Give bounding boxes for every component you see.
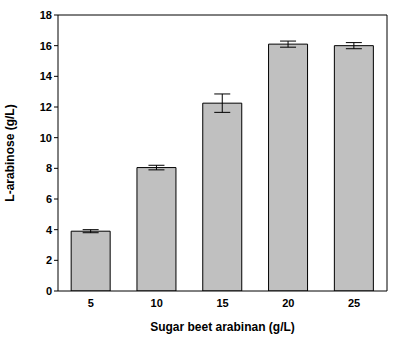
- svg-text:20: 20: [282, 297, 294, 309]
- svg-text:0: 0: [46, 285, 52, 297]
- svg-text:12: 12: [40, 101, 52, 113]
- svg-text:15: 15: [216, 297, 228, 309]
- svg-text:5: 5: [88, 297, 94, 309]
- svg-text:25: 25: [348, 297, 360, 309]
- svg-text:4: 4: [46, 224, 53, 236]
- svg-text:6: 6: [46, 193, 52, 205]
- svg-text:18: 18: [40, 9, 52, 21]
- svg-text:Sugar beet arabinan (g/L): Sugar beet arabinan (g/L): [150, 320, 295, 334]
- svg-text:L-arabinose (g/L): L-arabinose (g/L): [8, 104, 17, 201]
- svg-text:10: 10: [151, 297, 163, 309]
- svg-text:8: 8: [46, 162, 52, 174]
- svg-text:10: 10: [40, 132, 52, 144]
- svg-text:16: 16: [40, 40, 52, 52]
- svg-text:14: 14: [40, 70, 53, 82]
- svg-text:2: 2: [46, 254, 52, 266]
